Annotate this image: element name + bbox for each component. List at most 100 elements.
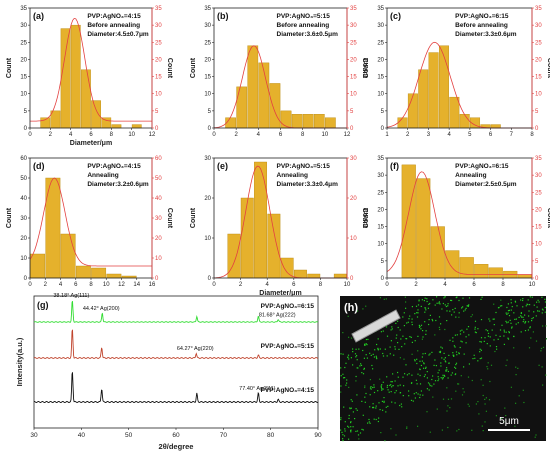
- edx-dot: [445, 370, 447, 372]
- edx-dot: [447, 370, 449, 373]
- edx-dot: [528, 315, 530, 317]
- edx-dot: [471, 379, 473, 382]
- edx-dot: [382, 352, 384, 355]
- edx-dot: [524, 314, 526, 316]
- edx-dot: [538, 364, 540, 366]
- edx-dot: [510, 386, 512, 388]
- edx-dot: [410, 382, 413, 384]
- edx-dot: [487, 362, 489, 364]
- edx-dot: [400, 338, 402, 340]
- edx-dot: [506, 313, 508, 315]
- edx-dot: [545, 338, 547, 340]
- edx-dot: [382, 409, 384, 411]
- y-tick-label: 5: [381, 259, 385, 265]
- edx-dot: [389, 346, 391, 348]
- edx-dot: [342, 434, 344, 436]
- edx-dot: [367, 338, 369, 340]
- y-right-tick-label: 5: [535, 259, 539, 265]
- edx-dot: [382, 355, 385, 357]
- edx-dot: [383, 400, 385, 402]
- edx-dot: [460, 340, 462, 342]
- histogram-bar: [517, 274, 532, 279]
- edx-dot: [357, 434, 360, 436]
- edx-dot: [485, 329, 487, 331]
- edx-dot: [516, 305, 518, 307]
- edx-dot: [468, 297, 471, 299]
- y-right-tick-label: 25: [535, 190, 542, 196]
- edx-dot: [461, 341, 463, 343]
- edx-dot: [411, 374, 413, 376]
- edx-dot: [458, 428, 460, 431]
- edx-dot: [510, 299, 512, 301]
- edx-dot: [348, 358, 350, 360]
- edx-dot: [459, 330, 461, 332]
- edx-dot: [444, 357, 446, 359]
- edx-dot: [379, 409, 381, 411]
- edx-dot: [504, 407, 506, 409]
- edx-dot: [375, 407, 377, 409]
- edx-dot: [453, 354, 455, 356]
- edx-dot: [451, 314, 453, 316]
- y-tick-label: 35: [204, 6, 211, 12]
- edx-dot: [499, 335, 501, 337]
- edx-dot: [343, 435, 346, 437]
- edx-dot: [542, 346, 545, 348]
- edx-dot: [423, 367, 425, 369]
- edx-dot: [404, 373, 406, 375]
- edx-dot: [480, 319, 483, 321]
- edx-dot: [356, 310, 359, 312]
- edx-dot: [467, 304, 469, 307]
- edx-dot: [381, 388, 383, 390]
- x-tick-label: 8: [110, 132, 114, 138]
- edx-dot: [508, 309, 510, 311]
- edx-dot: [350, 430, 352, 432]
- edx-dot: [446, 369, 448, 371]
- edx-dot: [382, 388, 384, 390]
- edx-dot: [365, 392, 367, 395]
- edx-dot: [355, 375, 357, 378]
- y-tick-label: 10: [377, 242, 384, 248]
- histogram-bar: [401, 164, 416, 279]
- edx-dot: [447, 405, 449, 407]
- edx-dot: [526, 303, 528, 305]
- xrd-series-label: PVP:AgNO₃=6:15: [261, 303, 315, 310]
- histogram-bar: [50, 110, 61, 129]
- edx-dot: [365, 354, 367, 356]
- y-tick-label: 10: [204, 92, 211, 98]
- edx-dot: [417, 373, 419, 375]
- edx-scale-label: 5μm: [499, 416, 519, 427]
- edx-dot: [542, 309, 544, 311]
- histogram-bar: [333, 273, 347, 279]
- x-tick-label: 4: [443, 282, 447, 288]
- histogram-bar: [91, 100, 101, 129]
- x-tick-label: 3: [427, 132, 431, 138]
- edx-dot: [439, 328, 441, 331]
- edx-dot: [355, 356, 357, 358]
- edx-dot: [432, 375, 434, 377]
- edx-dot: [513, 347, 515, 349]
- edx-dot: [436, 302, 438, 304]
- y-right-tick-label: 0: [155, 126, 159, 132]
- histogram-bar: [269, 83, 281, 129]
- edx-dot: [344, 377, 346, 379]
- edx-dot: [408, 395, 410, 397]
- edx-dot: [480, 357, 483, 359]
- xrd-x-axis-title: 2θ/degree: [159, 442, 194, 451]
- edx-dot: [459, 346, 461, 349]
- histogram-panels: 0 2 4 6 8 10 120510152025303505101520253035Cou…: [6, 6, 550, 297]
- x-tick-label: 6: [89, 132, 93, 138]
- edx-dot: [428, 323, 430, 326]
- edx-dot: [416, 316, 419, 318]
- edx-dot: [518, 316, 520, 318]
- edx-dot: [391, 328, 393, 330]
- edx-dot: [542, 325, 544, 327]
- edx-dot: [489, 380, 491, 383]
- edx-dot: [458, 316, 460, 318]
- edx-dot: [422, 336, 424, 338]
- edx-dot: [451, 299, 453, 302]
- x-tick-label: 2: [406, 132, 410, 138]
- xrd-series-label: PVP:AgNO₃=5:15: [261, 343, 315, 350]
- edx-dot: [528, 310, 530, 312]
- y-right-axis-title: Count: [166, 58, 173, 79]
- y-tick-label: 40: [20, 196, 27, 202]
